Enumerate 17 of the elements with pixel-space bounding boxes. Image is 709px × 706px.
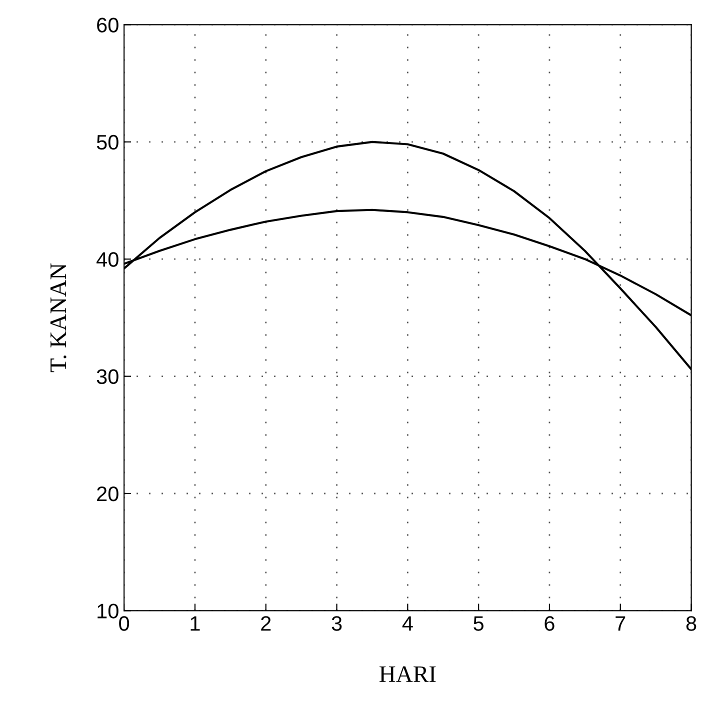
y-tick-label: 50: [96, 134, 118, 150]
x-tick-label: 2: [261, 616, 271, 631]
x-tick-label: 1: [190, 616, 200, 631]
x-tick-label: 4: [402, 616, 413, 631]
x-axis-title: HARI: [379, 666, 436, 682]
x-tick-label: 8: [686, 616, 696, 631]
x-tick-label: 0: [119, 616, 130, 631]
y-tick-label: 20: [97, 486, 118, 502]
x-tick-label: 7: [616, 616, 626, 631]
y-tick-label: 60: [97, 18, 118, 32]
x-tick-label: 6: [544, 616, 554, 631]
y-tick-label: 30: [96, 369, 118, 384]
y-tick-label: 10: [98, 604, 118, 618]
x-tick-label: 5: [474, 616, 484, 631]
x-tick-label: 3: [332, 616, 342, 631]
y-axis-title: T. KANAN: [50, 263, 66, 372]
y-tick-label: 40: [96, 252, 118, 267]
